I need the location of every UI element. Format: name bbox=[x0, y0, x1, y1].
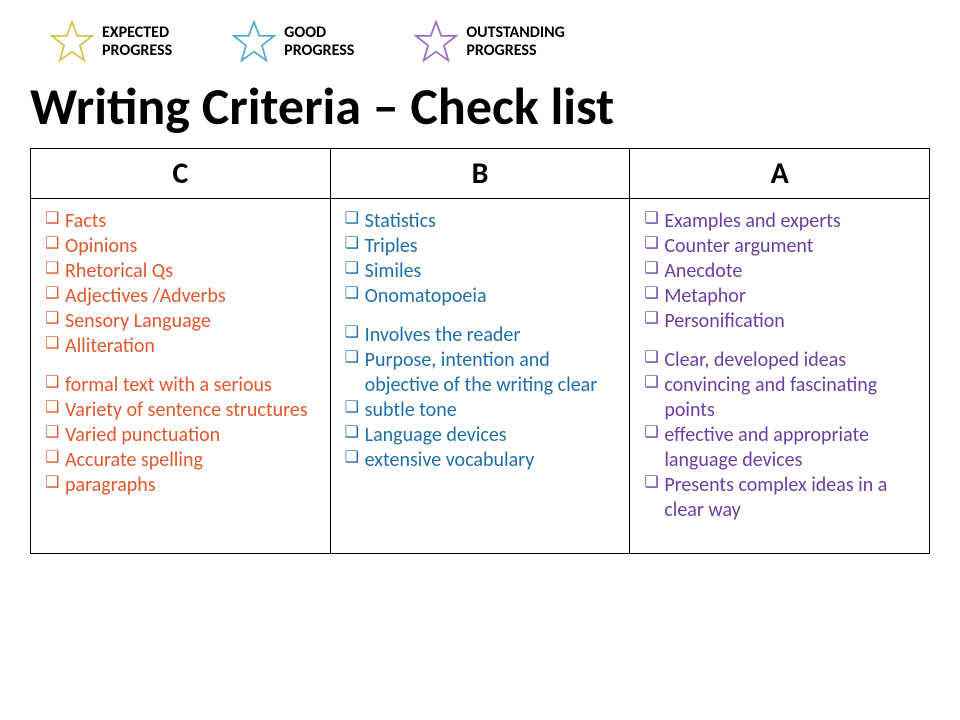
list-item: Examples and experts bbox=[644, 209, 915, 234]
list-item: subtle tone bbox=[345, 398, 616, 423]
column-c-cell: FactsOpinionsRhetorical QsAdjectives /Ad… bbox=[31, 199, 331, 554]
list-item: Rhetorical Qs bbox=[45, 259, 316, 284]
legend-label: EXPECTED PROGRESS bbox=[102, 24, 172, 59]
list-item: effective and appropriate language devic… bbox=[644, 423, 915, 473]
column-b-group1: StatisticsTriplesSimilesOnomatopoeia bbox=[345, 209, 616, 309]
legend-good: GOOD PROGRESS bbox=[232, 20, 354, 64]
list-item: Purpose, intention and objective of the … bbox=[345, 348, 616, 398]
column-c-group2: formal text with a seriousVariety of sen… bbox=[45, 373, 316, 498]
column-a-group2: Clear, developed ideasconvincing and fas… bbox=[644, 348, 915, 523]
list-item: Language devices bbox=[345, 423, 616, 448]
column-header-a: A bbox=[630, 149, 930, 199]
list-item: formal text with a serious bbox=[45, 373, 316, 398]
legend-row: EXPECTED PROGRESS GOOD PROGRESS OUTSTAND… bbox=[30, 20, 930, 64]
column-a-cell: Examples and expertsCounter argumentAnec… bbox=[630, 199, 930, 554]
list-item: convincing and fascinating points bbox=[644, 373, 915, 423]
list-item: paragraphs bbox=[45, 473, 316, 498]
list-item: Variety of sentence structures bbox=[45, 398, 316, 423]
list-item: Clear, developed ideas bbox=[644, 348, 915, 373]
list-item: Statistics bbox=[345, 209, 616, 234]
list-item: Facts bbox=[45, 209, 316, 234]
list-item: Opinions bbox=[45, 234, 316, 259]
list-item: Adjectives /Adverbs bbox=[45, 284, 316, 309]
column-header-c: C bbox=[31, 149, 331, 199]
list-item: Presents complex ideas in a clear way bbox=[644, 473, 915, 523]
star-icon bbox=[414, 20, 458, 64]
list-item: Metaphor bbox=[644, 284, 915, 309]
page-title: Writing Criteria – Check list bbox=[30, 74, 930, 138]
list-item: Accurate spelling bbox=[45, 448, 316, 473]
list-item: Onomatopoeia bbox=[345, 284, 616, 309]
criteria-table: C B A FactsOpinionsRhetorical QsAdjectiv… bbox=[30, 148, 930, 554]
star-icon bbox=[232, 20, 276, 64]
column-header-b: B bbox=[330, 149, 630, 199]
list-item: extensive vocabulary bbox=[345, 448, 616, 473]
list-item: Counter argument bbox=[644, 234, 915, 259]
star-icon bbox=[50, 20, 94, 64]
list-item: Triples bbox=[345, 234, 616, 259]
column-c-group1: FactsOpinionsRhetorical QsAdjectives /Ad… bbox=[45, 209, 316, 359]
column-a-group1: Examples and expertsCounter argumentAnec… bbox=[644, 209, 915, 334]
column-b-cell: StatisticsTriplesSimilesOnomatopoeia Inv… bbox=[330, 199, 630, 554]
list-item: Involves the reader bbox=[345, 323, 616, 348]
legend-outstanding: OUTSTANDING PROGRESS bbox=[414, 20, 565, 64]
column-b-group2: Involves the readerPurpose, intention an… bbox=[345, 323, 616, 473]
list-item: Alliteration bbox=[45, 334, 316, 359]
list-item: Similes bbox=[345, 259, 616, 284]
legend-label: GOOD PROGRESS bbox=[284, 24, 354, 59]
list-item: Anecdote bbox=[644, 259, 915, 284]
list-item: Sensory Language bbox=[45, 309, 316, 334]
legend-label: OUTSTANDING PROGRESS bbox=[466, 24, 565, 59]
list-item: Personification bbox=[644, 309, 915, 334]
legend-expected: EXPECTED PROGRESS bbox=[50, 20, 172, 64]
list-item: Varied punctuation bbox=[45, 423, 316, 448]
